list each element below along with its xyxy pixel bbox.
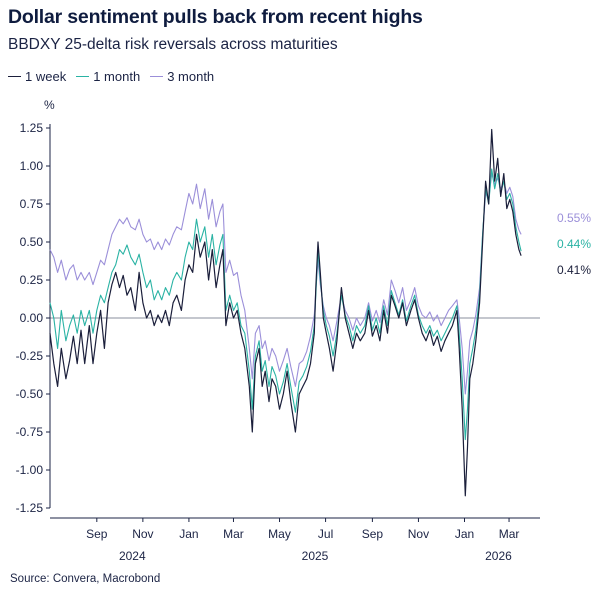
end-labels: 0.41% 0.44% 0.55% [557, 211, 591, 277]
y-tick-label: -0.25 [16, 349, 44, 363]
legend-swatch-1-week [8, 76, 21, 77]
legend-label-3-month: 3 month [167, 69, 215, 84]
legend-label-1-month: 1 month [93, 69, 141, 84]
x-axis: Sep Nov Jan Mar May Jul Sep Nov Jan Mar 2024 2025 20… [86, 518, 519, 563]
x-year-label: 2026 [485, 549, 512, 563]
y-tick-label: 0.75 [20, 197, 44, 211]
y-tick-label: 1.25 [20, 121, 44, 135]
series-lines [49, 128, 522, 497]
end-label-1-week: 0.41% [557, 263, 591, 277]
y-tick-label: 0.00 [20, 311, 44, 325]
end-label-3-month: 0.55% [557, 211, 591, 225]
x-tick-label: Jan [179, 527, 198, 541]
series-line-1-week [49, 128, 522, 497]
y-tick-label: 1.00 [20, 159, 44, 173]
x-tick-label: Mar [499, 527, 520, 541]
chart-subtitle: BBDXY 25-delta risk reversals across mat… [8, 36, 338, 53]
y-axis-unit-label: % [44, 98, 55, 112]
series-line-3-month [49, 173, 522, 395]
x-tick-label: Sep [362, 527, 384, 541]
x-tick-label: Nov [408, 527, 429, 541]
x-year-label: 2024 [119, 549, 146, 563]
x-tick-label: May [268, 527, 291, 541]
legend-swatch-1-month [76, 76, 90, 77]
legend-item-3-month: 3 month [150, 69, 214, 84]
x-tick-label: Mar [223, 527, 244, 541]
legend-label-1-week: 1 week [25, 69, 67, 84]
x-tick-label: Jan [455, 527, 474, 541]
chart-title: Dollar sentiment pulls back from recent … [8, 6, 423, 28]
end-label-1-month: 0.44% [557, 237, 591, 251]
x-tick-label: Jul [318, 527, 333, 541]
y-tick-label: 0.25 [20, 273, 44, 287]
x-tick-label: Sep [86, 527, 108, 541]
chart-legend: 1 week 1 month 3 month [8, 69, 214, 84]
y-tick-label: 0.50 [20, 235, 44, 249]
y-tick-label: -0.75 [16, 425, 44, 439]
legend-item-1-month: 1 month [76, 69, 140, 84]
legend-item-1-week: 1 week [8, 69, 66, 84]
x-year-label: 2025 [302, 549, 329, 563]
y-tick-label: -1.00 [16, 463, 44, 477]
y-axis: 1.25 1.00 0.75 0.50 0.25 0.00 -0.25 -0.50 -0.75 -… [16, 121, 50, 515]
legend-swatch-3-month [150, 76, 164, 77]
source-note: Source: Convera, Macrobond [10, 573, 161, 585]
x-tick-label: Nov [132, 527, 153, 541]
series-line-1-month [49, 168, 522, 441]
y-tick-label: -1.25 [16, 501, 44, 515]
y-tick-label: -0.50 [16, 387, 44, 401]
